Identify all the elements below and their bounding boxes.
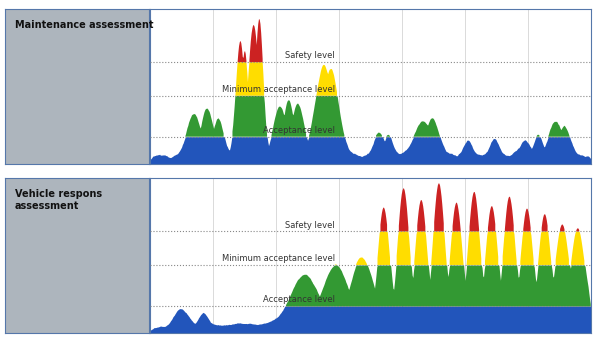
Text: Maintenance assessment: Maintenance assessment [15, 20, 154, 30]
Text: Acceptance level: Acceptance level [263, 295, 335, 304]
Text: Acceptance level: Acceptance level [263, 126, 335, 135]
Text: Safety level: Safety level [286, 51, 335, 60]
Text: Minimum acceptance level: Minimum acceptance level [222, 85, 335, 94]
Text: Vehicle respons
assessment: Vehicle respons assessment [15, 189, 102, 211]
Text: Safety level: Safety level [286, 221, 335, 230]
Text: Minimum acceptance level: Minimum acceptance level [222, 254, 335, 263]
